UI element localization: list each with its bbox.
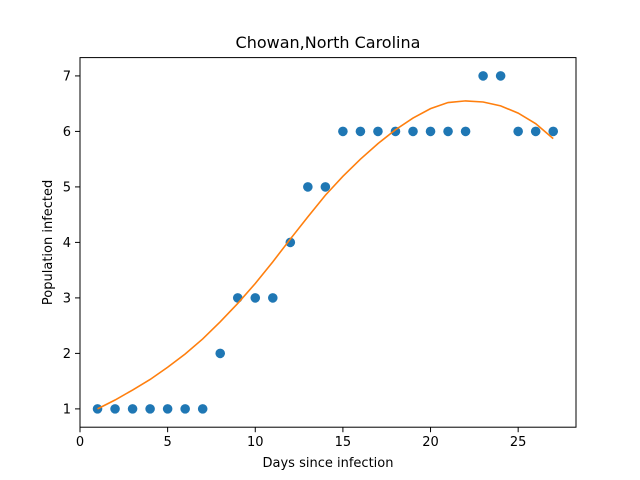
y-tick-label: 2 [63,347,71,362]
y-tick-label: 3 [63,291,71,306]
scatter-point [425,126,436,137]
scatter-point [530,126,541,137]
scatter-point [495,71,506,81]
scatter-point [373,126,383,137]
x-tick-label: 20 [422,435,439,450]
scatter-point [285,237,296,248]
series-layer [92,71,559,414]
scatter-point [145,404,155,414]
scatter-point [110,404,120,414]
x-tick-label: 15 [335,435,352,450]
x-axis-ticks: 0 5 10 15 20 25 [76,427,527,450]
y-tick-label: 5 [63,180,71,195]
scatter-point [478,71,488,81]
scatter-point [215,348,226,359]
scatter-point [232,293,243,303]
scatter-point [250,293,261,303]
scatter-point [460,126,471,137]
scatter-point [548,126,559,137]
fit-curve-line [97,100,554,410]
plot-area-frame [79,57,577,428]
chart-title: Chowan,North Carolina [236,33,421,52]
y-tick-label: 7 [63,69,71,84]
x-axis-label: Days since infection [263,456,394,471]
scatter-point [513,126,523,137]
x-tick-label: 5 [163,435,171,450]
y-tick-label: 4 [63,236,71,251]
scatter-point [443,126,453,137]
y-axis-label: Population infected [41,180,56,305]
scatter-point [92,404,103,414]
scatter-point [127,404,138,414]
x-tick-label: 25 [510,435,527,450]
scatter-point [320,182,331,192]
y-tick-label: 6 [63,125,71,140]
scatter-point [303,182,313,192]
scatter-point [355,126,366,137]
x-tick-label: 10 [247,435,264,450]
scatter-point [162,404,173,414]
y-axis-ticks: 1 2 3 4 5 6 7 [63,69,80,417]
scatter-point [267,293,278,303]
x-tick-label: 0 [76,435,84,450]
scatter-point [338,126,348,137]
scatter-point [180,404,190,414]
scatter-point [197,404,208,414]
scatter-point [408,126,418,137]
y-tick-label: 1 [63,402,71,417]
